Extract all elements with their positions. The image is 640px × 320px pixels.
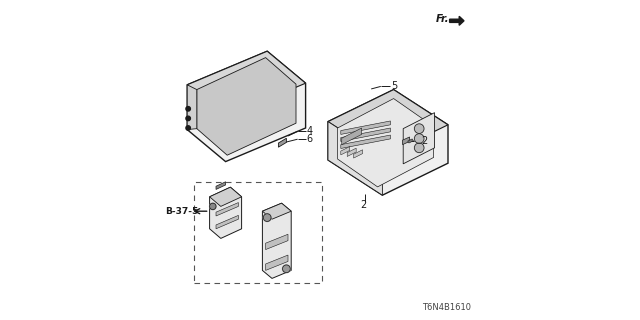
Circle shape	[415, 134, 424, 143]
Circle shape	[283, 265, 290, 273]
Polygon shape	[210, 187, 242, 238]
Polygon shape	[187, 51, 306, 162]
Polygon shape	[354, 150, 362, 158]
Polygon shape	[403, 113, 435, 164]
Polygon shape	[340, 135, 390, 148]
Polygon shape	[340, 121, 390, 134]
Polygon shape	[187, 51, 306, 117]
Polygon shape	[266, 234, 288, 250]
Polygon shape	[266, 255, 288, 270]
Polygon shape	[187, 85, 197, 130]
Polygon shape	[342, 128, 362, 145]
Polygon shape	[262, 203, 291, 278]
Polygon shape	[328, 90, 448, 157]
Polygon shape	[216, 182, 226, 189]
Text: Fr.: Fr.	[436, 14, 449, 24]
Text: T6N4B1610: T6N4B1610	[422, 303, 472, 312]
Polygon shape	[197, 58, 296, 155]
Polygon shape	[408, 139, 413, 143]
Polygon shape	[262, 203, 291, 219]
Polygon shape	[216, 203, 239, 216]
Polygon shape	[403, 137, 410, 145]
Circle shape	[186, 126, 191, 130]
Polygon shape	[338, 99, 434, 187]
Circle shape	[415, 124, 424, 133]
Circle shape	[264, 214, 271, 221]
Polygon shape	[216, 215, 239, 229]
Polygon shape	[278, 138, 287, 147]
Text: 6: 6	[307, 134, 313, 144]
Polygon shape	[450, 16, 464, 25]
Circle shape	[210, 203, 216, 210]
Polygon shape	[347, 148, 356, 156]
Text: 2: 2	[422, 136, 428, 147]
Text: 5: 5	[392, 81, 397, 92]
Circle shape	[415, 143, 424, 153]
Polygon shape	[340, 147, 349, 155]
Polygon shape	[328, 90, 448, 195]
Text: B-37-5: B-37-5	[165, 207, 198, 216]
Polygon shape	[210, 187, 242, 206]
Polygon shape	[328, 122, 383, 195]
Circle shape	[186, 107, 191, 111]
Circle shape	[186, 116, 191, 121]
Text: 2: 2	[361, 200, 367, 211]
Bar	[193, 182, 322, 283]
Text: 4: 4	[307, 126, 313, 136]
Polygon shape	[340, 128, 390, 141]
